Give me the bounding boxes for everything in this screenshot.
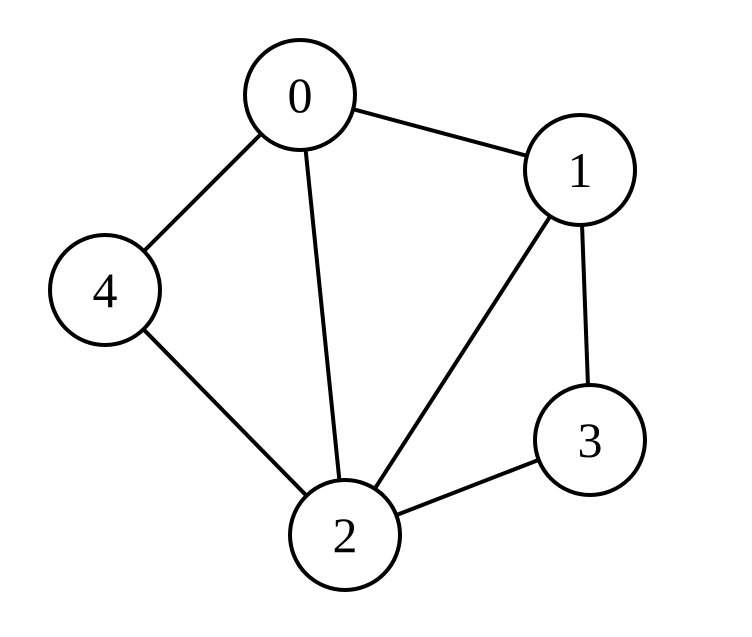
edge-2-4	[143, 329, 306, 495]
node-label-0: 0	[288, 67, 313, 123]
node-1: 1	[525, 115, 635, 225]
node-4: 4	[50, 235, 160, 345]
edge-1-3	[582, 225, 588, 385]
node-label-2: 2	[333, 507, 358, 563]
node-label-1: 1	[568, 142, 593, 198]
node-0: 0	[245, 40, 355, 150]
graph-diagram: 0 1 2 3 4	[0, 0, 752, 637]
node-2: 2	[290, 480, 400, 590]
edge-2-3	[396, 460, 538, 515]
node-3: 3	[535, 385, 645, 495]
edge-0-1	[353, 109, 527, 156]
edge-1-2	[375, 216, 550, 489]
node-label-4: 4	[93, 262, 118, 318]
edge-0-4	[144, 134, 261, 251]
node-label-3: 3	[578, 412, 603, 468]
edge-0-2	[306, 150, 340, 481]
